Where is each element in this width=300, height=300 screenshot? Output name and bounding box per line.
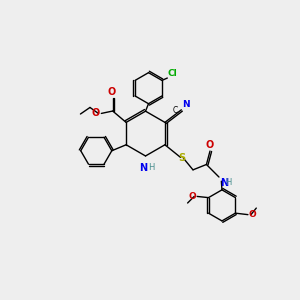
Text: O: O [108, 87, 116, 97]
Text: N: N [182, 100, 190, 109]
Text: S: S [179, 153, 186, 163]
Text: O: O [92, 108, 100, 118]
Text: O: O [249, 210, 256, 219]
Text: H: H [226, 178, 232, 187]
Text: N: N [139, 163, 147, 172]
Text: H: H [148, 163, 154, 172]
Text: O: O [206, 140, 214, 150]
Text: N: N [220, 178, 228, 188]
Text: Cl: Cl [168, 69, 177, 78]
Text: O: O [188, 192, 196, 201]
Text: C: C [172, 106, 178, 115]
